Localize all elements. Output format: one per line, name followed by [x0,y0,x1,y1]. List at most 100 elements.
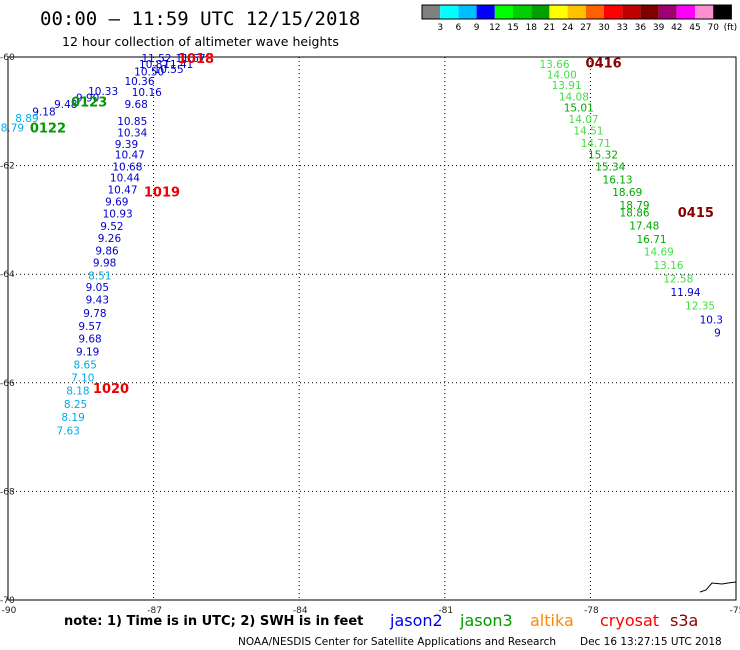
x-tick-label: -75 [730,606,740,616]
wave-height-label: 10.87 [139,59,169,71]
wave-height-label: 8.89 [15,113,38,125]
footer-timestamp: Dec 16 13:27:15 UTC 2018 [580,636,722,648]
wave-height-label: 8.51 [88,270,111,282]
wave-height-label: 9.98 [93,257,116,269]
wave-height-label: 10.50 [134,67,164,79]
colorbar-swatch [440,5,459,19]
colorbar-label: 45 [689,23,700,33]
colorbar-swatch [531,5,550,19]
wave-height-label: 10.33 [88,86,118,98]
colorbar-label: 27 [580,23,591,33]
wave-height-points: 11.52 11.6711.4110.8710.5510.5010.3610.16… [1,53,723,437]
wave-height-label: 8.25 [64,399,87,411]
pass-label: 0416 [586,56,622,71]
wave-height-label: 16.71 [637,234,667,246]
y-tick-label: -64 [0,270,15,280]
footer-note: note: 1) Time is in UTC; 2) SWH is in fe… [64,614,363,629]
colorbar-label: 39 [653,23,665,33]
colorbar-label: 21 [544,23,555,33]
track-1019: 10.8510.349.3910.4710.6810.4410.479.6910… [57,116,148,438]
colorbar-label: 15 [507,23,518,33]
plot-frame [7,56,737,601]
x-tick-label: -87 [147,606,162,616]
colorbar-swatch [604,5,623,19]
wave-height-label: 17.48 [629,220,659,232]
colorbar-label: 70 [707,23,719,33]
wave-height-label: 9.57 [78,321,101,333]
wave-height-label: 8.19 [61,412,84,424]
colorbar-label: 6 [456,23,462,33]
wave-height-label: 7.63 [57,426,80,438]
colorbar-swatch [458,5,477,19]
wave-height-label: 10.47 [107,184,137,196]
wave-height-label: 10.16 [132,87,162,99]
wave-height-label: 14.07 [569,114,599,126]
wave-height-label: 10.93 [103,208,133,220]
colorbar-label: 33 [616,23,627,33]
wave-height-label: 9.69 [105,196,128,208]
pass-label: 0122 [30,122,66,137]
wave-height-label: 12.35 [685,301,715,313]
wave-height-label: 10.68 [112,162,142,174]
pass-label: 0415 [678,206,714,221]
wave-height-label: 9.26 [98,233,122,245]
wave-height-label: 9 [714,327,721,339]
wave-height-label: 15.34 [595,162,625,174]
wave-height-label: 10.34 [117,127,147,139]
wave-height-label: 18.79 [620,200,650,212]
y-axis-ticks: -60 -62 -64 -66 -68 -70 [0,53,15,606]
colorbar-unit: (ft) [724,23,738,33]
mission-legend-cryosat: cryosat [600,611,659,630]
wave-height-label: 14.71 [581,138,611,150]
wave-height-label: 10.85 [117,116,147,128]
wave-height-label: 9.48 [54,99,77,111]
wave-height-label: 14.08 [559,92,589,104]
wave-height-label: 11.94 [670,287,700,299]
colorbar-swatch [695,5,714,19]
wave-height-label: 9.43 [86,295,109,307]
y-tick-label: -70 [0,596,15,606]
colorbar-swatch [567,5,586,19]
colorbar-swatch [494,5,513,19]
colorbar-label: 24 [562,23,574,33]
chart-title: 00:00 – 11:59 UTC 12/15/2018 [40,8,360,30]
colorbar-label: 18 [525,23,537,33]
plot-area: -90 -87 -84 -81 -78 -75 -60 -62 -64 -66 -68 -70 11… [0,52,740,616]
wave-height-label: 9.52 [100,221,123,233]
wave-height-label: 10.36 [124,76,154,88]
colorbar-label: 42 [671,23,682,33]
wave-height-label: 9.78 [83,308,106,320]
wave-height-label: 10.47 [115,150,145,162]
pass-label: 1019 [144,186,180,201]
grid-lines [8,57,736,600]
wave-height-label: 14.51 [573,125,603,137]
colorbar-swatch [585,5,604,19]
wave-height-label: 13.66 [539,59,569,71]
wave-height-label: 9.05 [86,282,109,294]
colorbar-swatch [549,5,568,19]
x-tick-label: -84 [293,606,308,616]
wave-height-label: 9.39 [115,139,138,151]
wave-height-label: 10.44 [110,173,140,185]
wave-height-label: 8.79 [1,123,24,135]
colorbar-swatch [658,5,677,19]
wave-height-label: 11.41 [163,59,193,71]
mission-legend-altika: altika [530,611,574,630]
colorbar-swatch [676,5,695,19]
wave-height-label: 8.18 [66,385,89,397]
mission-legend-jason2: jason2 [389,611,443,630]
colorbar-swatch [622,5,641,19]
colorbar-swatch [422,5,441,19]
wave-height-label: 15.01 [564,102,594,114]
wave-height-label: 11.67 [175,53,205,65]
wave-height-label: 18.86 [620,207,650,219]
x-tick-label: -90 [2,606,17,616]
wave-height-label: 10.55 [154,64,184,76]
mission-legend-s3a: s3a [670,611,698,630]
y-tick-label: -60 [0,53,15,63]
wave-height-label: 11.52 [141,53,171,65]
wave-height-label: 15.32 [588,150,618,162]
colorbar-legend: 3 6 9 12 15 18 21 24 27 30 33 36 39 42 45 70 (ft) [421,4,738,33]
colorbar-frame [421,4,732,20]
